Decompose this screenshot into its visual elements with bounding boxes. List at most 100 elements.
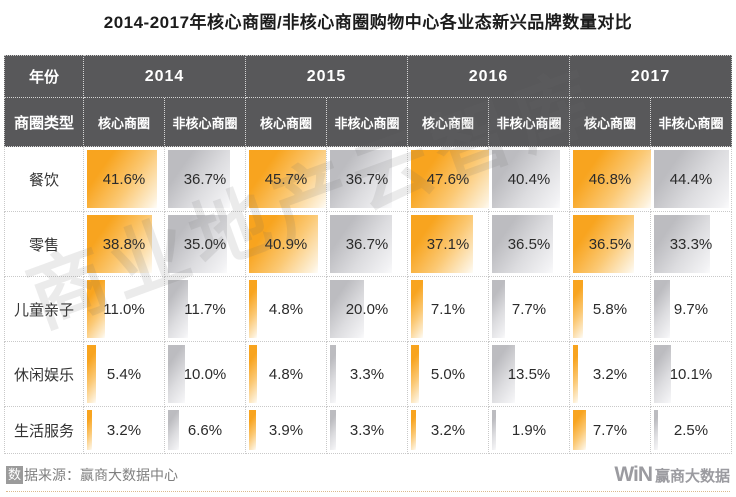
- value-text: 9.7%: [673, 300, 709, 318]
- source-badge: 数: [6, 466, 24, 484]
- noncore-district-bar: [168, 345, 185, 403]
- year-header-label: 年份: [4, 55, 84, 98]
- value-cell: 10.0%: [165, 342, 246, 407]
- value-cell: 7.1%: [408, 277, 489, 342]
- data-source-note: 数据来源：赢商大数据中心: [6, 465, 178, 485]
- noncore-district-bar: [492, 150, 560, 208]
- value-text: 3.2%: [430, 421, 466, 439]
- noncore-district-bar: [168, 150, 230, 208]
- district-type-header-label: 商圈类型: [4, 98, 84, 147]
- value-text: 7.1%: [430, 300, 466, 318]
- value-text: 36.5%: [507, 235, 551, 253]
- value-cell: 44.4%: [651, 147, 732, 212]
- value-text: 20.0%: [345, 300, 389, 318]
- value-cell: 36.7%: [327, 212, 408, 277]
- subheader-core-2017: 核心商圈: [570, 98, 651, 147]
- core-district-bar: [411, 280, 423, 338]
- table-row: 餐饮 41.6% 36.7% 45.7% 36.7% 47.6% 40.4% 46.8% 44.…: [4, 147, 732, 212]
- value-text: 44.4%: [669, 170, 713, 188]
- value-cell: 20.0%: [327, 277, 408, 342]
- value-cell: 35.0%: [165, 212, 246, 277]
- core-district-bar: [573, 280, 583, 338]
- year-header-2016: 2016: [408, 55, 570, 98]
- value-cell: 5.0%: [408, 342, 489, 407]
- value-cell: 3.3%: [327, 342, 408, 407]
- noncore-district-bar: [492, 215, 554, 273]
- value-text: 5.8%: [592, 300, 628, 318]
- year-header-2015: 2015: [246, 55, 408, 98]
- value-cell: 7.7%: [489, 277, 570, 342]
- core-district-bar: [87, 215, 153, 273]
- core-district-bar: [249, 150, 326, 208]
- value-cell: 36.5%: [570, 212, 651, 277]
- value-text: 46.8%: [588, 170, 632, 188]
- value-text: 35.0%: [183, 235, 227, 253]
- subheader-core-2015: 核心商圈: [246, 98, 327, 147]
- value-cell: 4.8%: [246, 342, 327, 407]
- value-text: 5.0%: [430, 365, 466, 383]
- value-cell: 41.6%: [84, 147, 165, 212]
- noncore-district-bar: [654, 345, 671, 403]
- value-text: 36.7%: [345, 235, 389, 253]
- core-district-bar: [573, 215, 635, 273]
- core-district-bar: [87, 410, 93, 450]
- value-text: 2.5%: [673, 421, 709, 439]
- value-text: 40.4%: [507, 170, 551, 188]
- value-text: 10.0%: [183, 365, 227, 383]
- value-text: 3.3%: [349, 421, 385, 439]
- value-cell: 37.1%: [408, 212, 489, 277]
- value-text: 45.7%: [264, 170, 308, 188]
- subheader-noncore-2016: 非核心商圈: [489, 98, 570, 147]
- value-cell: 45.7%: [246, 147, 327, 212]
- value-cell: 3.2%: [408, 407, 489, 454]
- source-text: 据来源：赢商大数据中心: [24, 467, 179, 483]
- core-district-bar: [87, 150, 157, 208]
- value-cell: 38.8%: [84, 212, 165, 277]
- value-text: 33.3%: [669, 235, 713, 253]
- core-district-bar: [573, 345, 579, 403]
- subheader-core-2016: 核心商圈: [408, 98, 489, 147]
- footer: 数据来源：赢商大数据中心 WiN 赢商大数据: [6, 459, 730, 492]
- district-type-header-row: 商圈类型 核心商圈 非核心商圈 核心商圈 非核心商圈 核心商圈 非核心商圈 核心…: [4, 98, 732, 147]
- core-district-bar: [573, 410, 586, 450]
- value-text: 11.0%: [103, 300, 145, 318]
- value-cell: 3.2%: [570, 342, 651, 407]
- value-text: 38.8%: [102, 235, 146, 253]
- value-cell: 36.5%: [489, 212, 570, 277]
- noncore-district-bar: [330, 345, 336, 403]
- noncore-district-bar: [654, 410, 659, 450]
- value-cell: 36.7%: [327, 147, 408, 212]
- value-cell: 4.8%: [246, 277, 327, 342]
- value-text: 40.9%: [264, 235, 308, 253]
- core-district-bar: [87, 345, 97, 403]
- subheader-noncore-2017: 非核心商圈: [651, 98, 732, 147]
- value-text: 3.2%: [106, 421, 142, 439]
- value-text: 3.2%: [592, 365, 628, 383]
- table-row: 休闲娱乐 5.4% 10.0% 4.8% 3.3% 5.0% 13.5% 3.2% 10.1%: [4, 342, 732, 407]
- value-text: 4.8%: [268, 365, 304, 383]
- value-text: 11.7%: [184, 300, 226, 318]
- core-district-bar: [249, 215, 318, 273]
- value-text: 13.5%: [507, 365, 551, 383]
- noncore-district-bar: [330, 215, 392, 273]
- noncore-district-bar: [330, 150, 392, 208]
- core-district-bar: [249, 280, 258, 338]
- winshang-logo: WiN 赢商大数据: [614, 463, 730, 487]
- core-district-bar: [411, 410, 417, 450]
- year-header-row: 年份 2014 2015 2016 2017: [4, 55, 732, 98]
- value-text: 47.6%: [426, 170, 470, 188]
- value-text: 6.6%: [187, 421, 223, 439]
- row-label: 休闲娱乐: [4, 342, 84, 407]
- value-cell: 13.5%: [489, 342, 570, 407]
- value-text: 37.1%: [426, 235, 470, 253]
- value-cell: 40.9%: [246, 212, 327, 277]
- value-cell: 5.8%: [570, 277, 651, 342]
- subheader-noncore-2015: 非核心商圈: [327, 98, 408, 147]
- value-text: 3.3%: [349, 365, 385, 383]
- noncore-district-bar: [492, 280, 505, 338]
- table-row: 生活服务 3.2% 6.6% 3.9% 3.3% 3.2% 1.9% 7.7% 2.5%: [4, 407, 732, 454]
- value-cell: 2.5%: [651, 407, 732, 454]
- value-cell: 7.7%: [570, 407, 651, 454]
- value-text: 10.1%: [669, 365, 713, 383]
